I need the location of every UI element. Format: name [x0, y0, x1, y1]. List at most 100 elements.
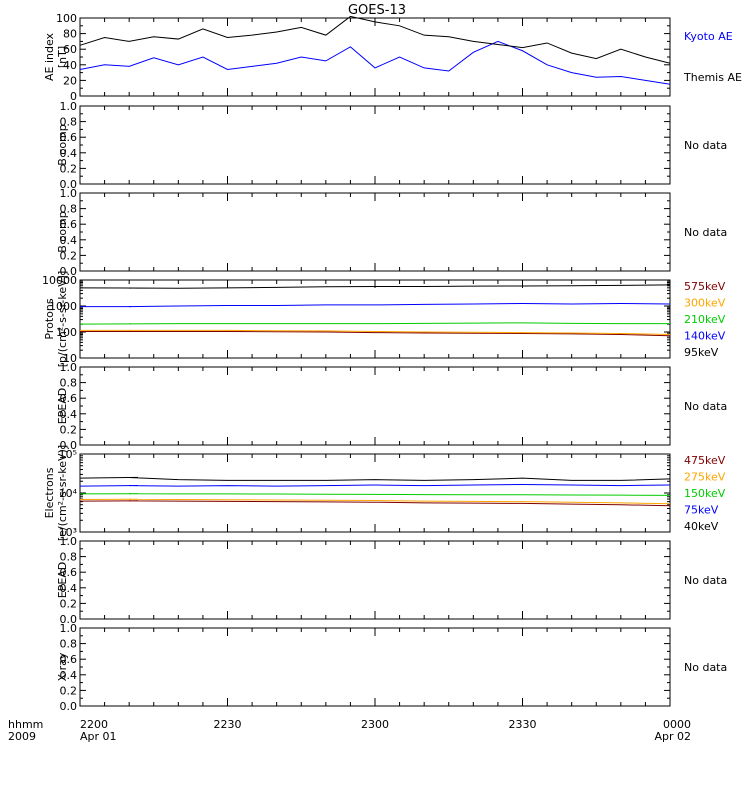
series-line-75kev	[79, 485, 132, 487]
panel-protons: 10 100 1000 10000 Protons [p/(cm²-s-sr-keV)] 5…	[42, 271, 726, 368]
series-line-40kev	[79, 476, 132, 479]
legend-475kev: 475keV	[684, 454, 726, 467]
panel-epead_2: 0.0 0.2 0.4 0.6 0.8 1.0 EPEAD No data	[56, 535, 727, 626]
y-tick-label: 0.2	[60, 684, 78, 697]
legend-140kev: 140keV	[684, 330, 726, 343]
panel-frame	[79, 192, 671, 272]
y-tick-label: 10⁴	[59, 487, 78, 500]
panel-frame	[79, 17, 671, 97]
time-tick-label: 2200	[80, 718, 108, 731]
y-tick-label: 0.6	[60, 218, 78, 231]
y-tick-label: 0.4	[60, 234, 78, 247]
y-tick-label: 0.4	[60, 669, 78, 682]
y-tick-label: 1.0	[60, 622, 78, 635]
y-tick-label: 0.0	[60, 700, 78, 713]
y-tick-label: 1.0	[60, 535, 78, 548]
y-tick-label: 0.4	[60, 582, 78, 595]
series-line-themis-ae	[79, 15, 671, 64]
y-axis-label-line2: [p/(cm²-s-sr-keV)]	[56, 271, 69, 368]
y-tick-label: 0.0	[60, 439, 78, 452]
y-tick-label: 0.8	[60, 551, 78, 564]
panel-b_comp_1: 0.0 0.2 0.4 0.6 0.8 1.0 B comp No data	[56, 100, 727, 191]
y-tick-label: 0.6	[60, 131, 78, 144]
series-line-475kev	[129, 500, 671, 507]
y-tick-label: 0.8	[60, 377, 78, 390]
y-tick-label: 0.0	[60, 178, 78, 191]
panel-frame	[79, 279, 671, 359]
series-line-150kev	[129, 493, 671, 496]
date-end-label: Apr 02	[654, 730, 691, 743]
y-tick-label: 0.8	[60, 203, 78, 216]
corner-label-hhmm: hhmm	[8, 718, 43, 731]
y-tick-label: 0.6	[60, 392, 78, 405]
legend-210kev: 210keV	[684, 313, 726, 326]
panel-frame	[79, 627, 671, 707]
series-line-75kev	[129, 484, 671, 487]
legend-575kev: 575keV	[684, 280, 726, 293]
no-data-label: No data	[684, 574, 727, 587]
y-tick-label: 0.2	[60, 249, 78, 262]
y-axis-label-line1: Electrons	[43, 467, 56, 518]
time-tick-label: 2330	[509, 718, 537, 731]
panel-frame	[79, 540, 671, 620]
y-tick-label: 0.6	[60, 653, 78, 666]
y-axis-label: B comp	[56, 211, 69, 253]
y-axis-label-line1: AE index	[43, 32, 56, 81]
series-line-95kev	[129, 284, 671, 289]
series-line-210kev	[129, 322, 670, 325]
panel-b_comp_2: 0.0 0.2 0.4 0.6 0.8 1.0 B comp No data	[56, 187, 727, 278]
legend-themis-ae: Themis AE	[683, 71, 742, 84]
legend-300kev: 300keV	[684, 297, 726, 310]
series-line-140kev	[129, 302, 671, 308]
y-tick-label: 0.2	[60, 597, 78, 610]
y-tick-label: 0.2	[60, 423, 78, 436]
y-tick-label: 0.8	[60, 638, 78, 651]
legend-275kev: 275keV	[684, 471, 726, 484]
series-line-kyoto-ae	[79, 40, 671, 85]
y-tick-label: 0.6	[60, 566, 78, 579]
y-axis-label: X-ray	[56, 652, 69, 681]
y-tick-label: 1.0	[60, 100, 78, 113]
time-tick-label: 0000	[663, 718, 691, 731]
no-data-label: No data	[684, 139, 727, 152]
no-data-label: No data	[684, 400, 727, 413]
plot-title: GOES-13	[348, 3, 406, 18]
y-axis-label: EPEAD	[56, 562, 69, 599]
no-data-label: No data	[684, 226, 727, 239]
y-tick-label: 0	[70, 90, 77, 103]
y-tick-label: 10⁵	[59, 448, 77, 461]
panel-frame	[79, 366, 671, 446]
time-tick-label: 2300	[361, 718, 389, 731]
y-tick-label: 1000	[49, 300, 77, 313]
y-axis-label-line1: Protons	[43, 298, 56, 339]
series-line-575kev	[129, 330, 671, 337]
y-axis-label-line2: [e/(cm²-s-sr-keV)]	[56, 445, 69, 541]
panel-frame	[79, 453, 671, 533]
series-line-275kev	[129, 498, 671, 505]
y-tick-label: 10³	[59, 526, 77, 539]
legend-75kev: 75keV	[684, 504, 719, 517]
no-data-label: No data	[684, 661, 727, 674]
y-tick-label: 0.0	[60, 613, 78, 626]
panel-xray: 0.0 0.2 0.4 0.6 0.8 1.0 X-ray No data	[56, 622, 727, 713]
y-tick-label: 0.2	[60, 162, 78, 175]
y-tick-label: 100	[56, 12, 77, 25]
y-tick-label: 40	[63, 59, 77, 72]
y-tick-label: 10	[63, 352, 77, 365]
corner-label-year: 2009	[8, 730, 36, 743]
y-tick-label: 100	[56, 326, 77, 339]
y-tick-label: 80	[63, 28, 77, 41]
series-line-300kev	[129, 329, 671, 336]
y-tick-label: 20	[63, 74, 77, 87]
legend-kyoto-ae: Kyoto AE	[684, 30, 733, 43]
y-tick-label: 0.8	[60, 116, 78, 129]
y-tick-label: 1.0	[60, 361, 78, 374]
series-line-40kev	[129, 476, 671, 481]
y-tick-label: 0.0	[60, 265, 78, 278]
y-tick-label: 1.0	[60, 187, 78, 200]
y-axis-label-line2: [nT]	[56, 46, 69, 68]
